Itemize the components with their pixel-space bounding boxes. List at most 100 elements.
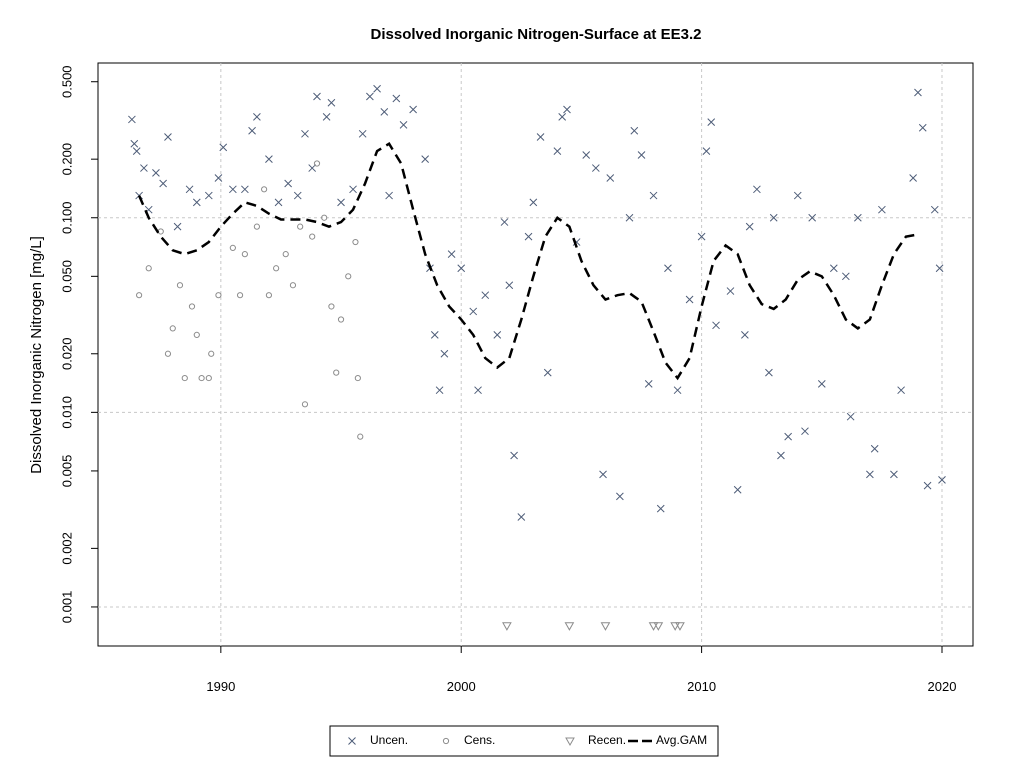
data-point: [469, 307, 478, 316]
data-point: [870, 444, 879, 453]
data-point: [935, 264, 944, 273]
data-point: [253, 223, 260, 230]
x-tick-label: 1990: [206, 679, 235, 694]
data-point: [543, 368, 552, 377]
data-point: [890, 470, 898, 479]
data-point: [185, 185, 194, 194]
data-point: [392, 94, 401, 103]
data-point: [265, 155, 273, 164]
data-point: [181, 374, 188, 382]
data-point: [193, 331, 200, 339]
data-point: [741, 331, 749, 339]
data-point: [505, 281, 514, 290]
legend-marker: [348, 737, 356, 745]
data-point: [765, 368, 773, 377]
data-point: [337, 198, 345, 207]
data-point: [421, 155, 430, 164]
x-tick-label: 2010: [687, 679, 716, 694]
data-point: [354, 374, 361, 382]
data-point: [357, 433, 364, 440]
y-tick-label: 0.002: [59, 532, 74, 565]
data-point: [536, 133, 545, 141]
data-point: [145, 265, 152, 272]
data-point: [817, 380, 826, 388]
data-point: [229, 244, 236, 251]
data-point: [229, 185, 237, 194]
data-point: [918, 123, 927, 132]
data-point: [866, 470, 874, 479]
data-point: [261, 186, 268, 193]
data-point: [366, 92, 374, 101]
data-point: [599, 470, 607, 479]
legend-box: [329, 725, 719, 757]
data-point: [777, 451, 785, 460]
data-point: [337, 316, 345, 323]
plot-frame: [97, 62, 974, 647]
data-point: [380, 108, 389, 116]
data-point: [265, 292, 273, 299]
data-point: [745, 222, 754, 231]
y-tick-label: 0.005: [59, 455, 74, 488]
data-point: [136, 292, 143, 299]
data-point: [373, 84, 381, 93]
legend-label: Recen.: [588, 733, 626, 747]
y-tick-label: 0.050: [59, 260, 74, 293]
y-tick-label: 0.010: [59, 396, 74, 429]
data-point: [399, 121, 408, 129]
data-point: [309, 233, 316, 240]
data-point: [447, 250, 456, 259]
y-tick-label: 0.500: [59, 65, 74, 98]
data-point: [938, 475, 946, 484]
data-point: [169, 325, 176, 332]
data-point: [132, 147, 141, 155]
data-point: [322, 112, 331, 121]
data-point: [385, 191, 393, 200]
data-point: [733, 485, 742, 494]
legend-label: Avg.GAM: [656, 733, 707, 747]
data-point: [219, 143, 228, 152]
legend-label: Cens.: [464, 733, 495, 747]
data-point: [914, 88, 922, 97]
data-point: [563, 105, 571, 114]
data-point: [675, 622, 685, 631]
data-point: [653, 622, 664, 631]
data-point: [301, 129, 309, 138]
data-point: [409, 105, 417, 114]
data-point: [313, 92, 321, 101]
data-point: [878, 205, 886, 214]
data-point: [630, 126, 639, 135]
data-point: [670, 622, 681, 631]
data-point: [702, 147, 711, 155]
data-point: [841, 272, 850, 281]
y-tick-label: 0.100: [59, 201, 74, 234]
data-point: [500, 218, 509, 226]
x-tick-label: 2000: [447, 679, 476, 694]
chart-title: Dissolved Inorganic Nitrogen-Surface at …: [371, 26, 702, 43]
data-point: [673, 386, 682, 395]
data-point: [625, 213, 634, 222]
data-point: [909, 174, 917, 182]
data-point: [712, 321, 720, 330]
data-point: [274, 198, 283, 207]
data-point: [923, 481, 932, 490]
y-axis-label: Dissolved Inorganic Nitrogen [mg/L]: [28, 236, 45, 474]
data-point: [435, 386, 444, 395]
data-point: [582, 151, 591, 159]
data-point: [293, 191, 302, 200]
legend-marker: [565, 737, 575, 747]
data-point: [648, 622, 659, 631]
data-point: [282, 251, 289, 258]
y-tick-label: 0.020: [59, 337, 74, 370]
data-point: [130, 139, 139, 148]
data-point: [664, 264, 672, 273]
data-point: [328, 303, 335, 310]
data-point: [440, 349, 449, 358]
data-point: [352, 238, 359, 246]
data-point: [208, 350, 215, 357]
data-point: [164, 133, 172, 141]
data-point: [188, 303, 196, 310]
data-point: [481, 291, 490, 300]
y-tick-label: 0.200: [59, 143, 74, 176]
data-point: [637, 151, 646, 159]
data-point: [215, 292, 222, 299]
